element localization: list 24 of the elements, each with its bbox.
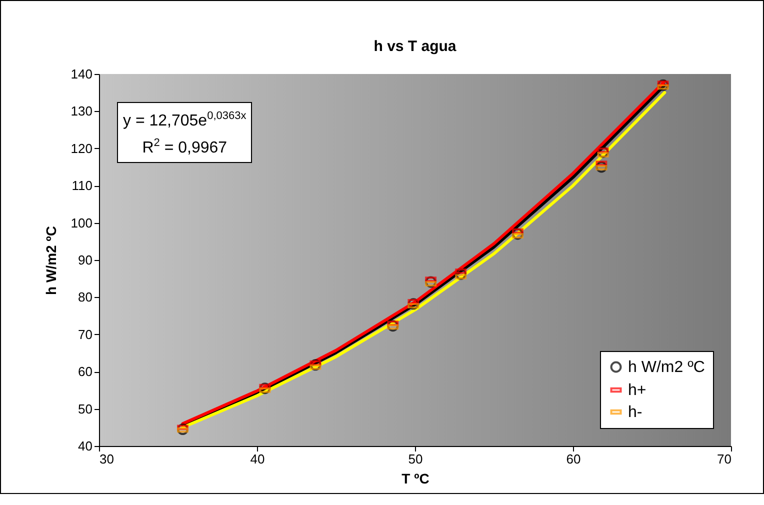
- y-tick-label: 140: [70, 66, 92, 82]
- x-tick-label: 40: [250, 452, 265, 466]
- y-tick-label: 80: [78, 290, 92, 305]
- y-tick-label: 120: [70, 140, 92, 156]
- annotation: y = 12,705e$^{0,0363x}$: [123, 109, 246, 132]
- annotation: R$^{2}$ = 0,9967: [141, 136, 228, 159]
- y-tick-label: 110: [72, 178, 92, 194]
- y-tick-label: 50: [78, 401, 92, 416]
- y-tick-label: 40: [78, 438, 92, 454]
- x-tick-label: 30: [100, 452, 114, 466]
- chart-title: h vs T agua: [374, 38, 457, 55]
- y-axis-title: h W/m2 ºC: [42, 226, 59, 295]
- y-tick-label: 130: [70, 104, 92, 119]
- y-tick-label: 70: [78, 326, 92, 342]
- x-tick-label: 70: [717, 452, 732, 466]
- y-tick-label: 100: [70, 215, 92, 230]
- y-tick-label: 60: [78, 364, 92, 380]
- x-tick-label: 50: [408, 452, 423, 466]
- legend-label: h W/m2 ºC: [628, 359, 705, 376]
- y-tick-label: 90: [78, 252, 92, 268]
- legend-label: h+: [628, 382, 646, 399]
- x-axis-title: T ºC: [402, 470, 430, 486]
- x-tick-label: 60: [566, 452, 581, 466]
- legend-label: h-: [628, 404, 642, 421]
